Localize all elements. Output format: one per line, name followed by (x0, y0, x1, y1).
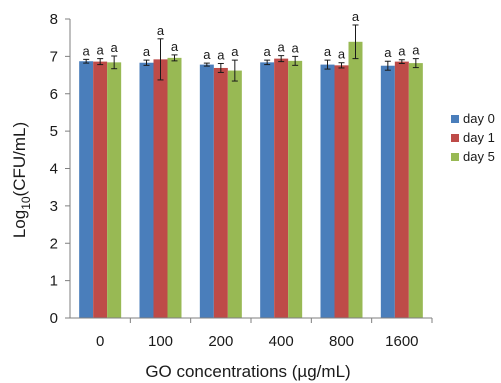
significance-letter: a (384, 45, 392, 60)
bar-day-5 (227, 70, 242, 318)
legend-label: day 1 (463, 130, 495, 145)
x-tick-labels: 0 100 200 400 800 1600 (96, 318, 433, 350)
bar-day-5 (348, 41, 363, 319)
y-tick-label: 8 (50, 11, 58, 28)
significance-letter: a (292, 40, 300, 55)
significance-letter: a (412, 43, 420, 58)
bar-day-1 (213, 67, 228, 319)
bar-day-1 (394, 61, 409, 319)
x-tick-label: 400 (269, 333, 294, 350)
significance-letter: a (97, 43, 105, 58)
significance-letter: a (264, 44, 272, 59)
y-tick-label: 6 (50, 86, 58, 103)
significance-letter: a (111, 40, 119, 55)
bar-day-0 (199, 64, 214, 318)
x-axis-title: GO concentrations (µg/mL) (145, 362, 350, 381)
bar-day-1 (153, 59, 168, 319)
bar-day-0 (260, 62, 275, 319)
significance-letter: a (338, 47, 346, 62)
bar-day-5 (167, 57, 182, 319)
bar-day-0 (380, 65, 395, 318)
significance-letter: a (278, 40, 286, 55)
y-tick-label: 2 (50, 235, 58, 252)
significance-letter: a (83, 43, 91, 58)
x-tick-label: 1600 (385, 333, 418, 350)
bar-day-0 (79, 61, 94, 318)
significance-letter: a (231, 44, 239, 59)
bar-day-0 (139, 62, 154, 319)
y-axis-title-subscript: 10 (19, 196, 33, 210)
bar-day-1 (93, 61, 108, 319)
x-tick-label: 0 (96, 333, 104, 350)
y-tick-label: 4 (50, 161, 58, 178)
y-axis-title-suffix: (CFU/mL) (10, 122, 29, 197)
bar-day-1 (334, 65, 349, 318)
legend-swatch (451, 134, 459, 142)
significance-letter: a (398, 44, 406, 59)
significance-letter: a (324, 44, 332, 59)
significance-letter: a (217, 47, 225, 62)
bar-day-5 (288, 60, 303, 319)
y-axis-title-prefix: Log (10, 210, 29, 238)
legend-label: day 0 (463, 111, 495, 126)
x-tick-label: 800 (329, 333, 354, 350)
legend-swatch (451, 115, 459, 123)
legend-label: day 5 (463, 149, 495, 164)
y-tick-labels: 0 1 2 3 4 5 6 7 8 (50, 11, 70, 327)
x-tick-label: 100 (148, 333, 173, 350)
y-tick-label: 0 (50, 310, 58, 327)
y-axis-title: Log10(CFU/mL) (10, 122, 33, 238)
bar-day-5 (107, 62, 122, 319)
significance-letter: a (157, 23, 165, 38)
significance-letter: a (171, 39, 179, 54)
y-tick-label: 1 (50, 273, 58, 290)
bar-day-0 (320, 64, 335, 318)
y-tick-label: 7 (50, 48, 58, 65)
significance-letter: a (352, 9, 360, 24)
y-tick-label: 3 (50, 198, 58, 215)
legend-swatch (451, 153, 459, 161)
significance-letter: a (143, 44, 151, 59)
y-tick-label: 5 (50, 123, 58, 140)
x-tick-label: 200 (208, 333, 233, 350)
bar-day-5 (408, 63, 423, 318)
legend: day 0 day 1 day 5 (451, 111, 495, 164)
significance-letter: a (203, 47, 211, 62)
bar-day-1 (274, 58, 289, 319)
